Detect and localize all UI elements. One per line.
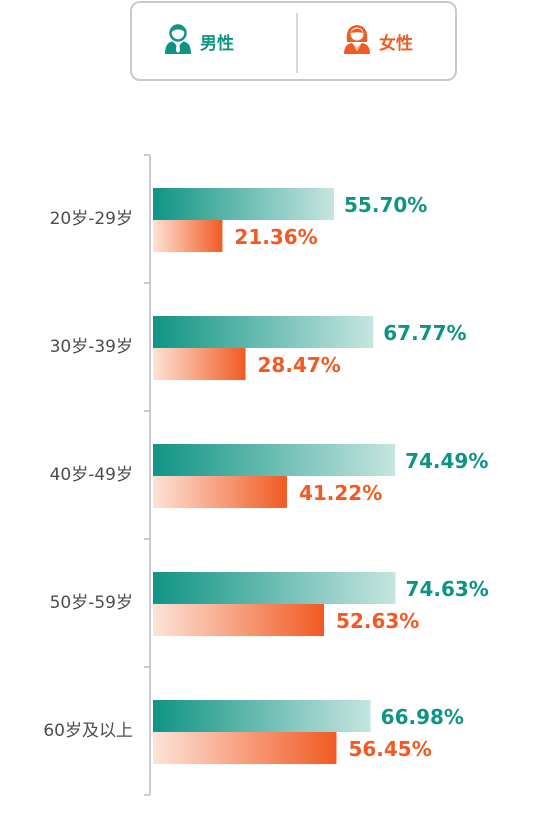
axis-layer	[144, 154, 151, 796]
value-label-female: 52.63%	[336, 609, 419, 633]
value-label-male: 67.77%	[383, 321, 466, 345]
category-label: 40岁-49岁	[50, 465, 133, 485]
legend-item-male[interactable]: 男性	[164, 3, 234, 79]
category-label: 20岁-29岁	[50, 209, 133, 229]
bar-female	[153, 476, 287, 508]
value-label-female: 28.47%	[258, 353, 341, 377]
female-person-icon	[343, 23, 371, 59]
value-label-female: 41.22%	[299, 481, 382, 505]
bar-male	[153, 316, 374, 348]
category-label: 50岁-59岁	[50, 593, 133, 613]
value-label-female: 56.45%	[348, 737, 431, 761]
bar-female	[153, 604, 325, 636]
bar-male	[153, 188, 335, 220]
value-label-male: 74.63%	[406, 577, 489, 601]
bar-chart: 20岁-29岁 55.70% 21.36% 30岁-39岁 67.77% 28.47% 40…	[43, 154, 489, 796]
value-label-male: 55.70%	[344, 193, 427, 217]
bars-layer	[153, 188, 396, 764]
legend-label-female: 女性	[379, 33, 413, 54]
bar-male	[153, 444, 396, 476]
category-label: 30岁-39岁	[50, 337, 133, 357]
value-label-male: 66.98%	[381, 705, 464, 729]
male-person-icon	[164, 23, 192, 59]
legend-label-male: 男性	[200, 33, 234, 54]
bar-female	[153, 732, 337, 764]
bar-male	[153, 700, 371, 732]
value-label-male: 74.49%	[405, 449, 488, 473]
bar-female	[153, 220, 223, 252]
bar-female	[153, 348, 246, 380]
category-label: 60岁及以上	[43, 721, 133, 741]
labels-layer: 20岁-29岁 55.70% 21.36% 30岁-39岁 67.77% 28.47% 40…	[43, 193, 489, 761]
legend-item-female[interactable]: 女性	[343, 3, 413, 79]
legend-divider	[296, 13, 298, 73]
bar-male	[153, 572, 396, 604]
legend: 男性 女性	[130, 1, 457, 81]
value-label-female: 21.36%	[234, 225, 317, 249]
